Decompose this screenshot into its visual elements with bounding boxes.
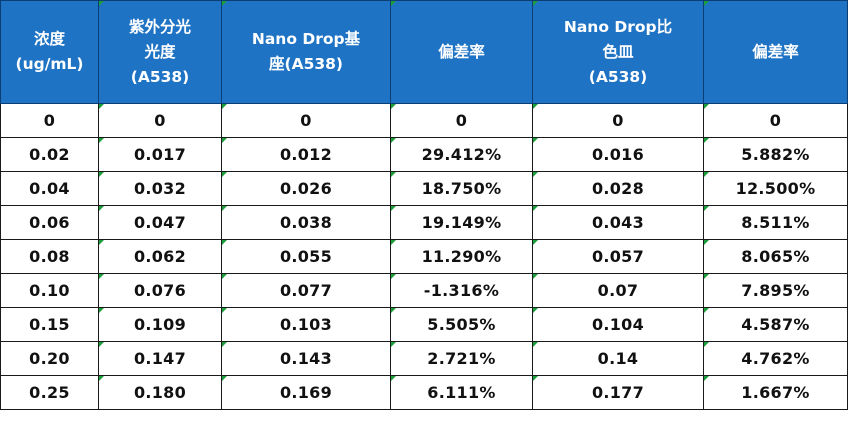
table-cell[interactable]: 4.587% [703, 307, 848, 342]
header-deviation-rate-2[interactable]: 偏差率 [703, 0, 848, 104]
table-row: 0.25 0.180 0.169 6.111% 0.177 1.667% [0, 375, 848, 410]
table-cell[interactable]: 1.667% [703, 375, 848, 410]
table-cell[interactable]: 0.043 [532, 205, 704, 240]
table-cell[interactable]: 0.032 [98, 171, 222, 206]
table-row: 0.20 0.147 0.143 2.721% 0.14 4.762% [0, 341, 848, 376]
table-cell[interactable]: 0.017 [98, 137, 222, 172]
table-cell[interactable]: 6.111% [390, 375, 533, 410]
table-cell[interactable]: 4.762% [703, 341, 848, 376]
header-text: 座(A538) [268, 55, 344, 73]
table-cell[interactable]: 0.169 [221, 375, 391, 410]
table-cell[interactable]: 8.511% [703, 205, 848, 240]
header-text: (A538) [588, 67, 648, 86]
table-cell[interactable]: 0.180 [98, 375, 222, 410]
table-row: 0 0 0 0 0 0 [0, 103, 848, 138]
table-cell[interactable]: 0 [98, 103, 222, 138]
table-cell[interactable]: 0.177 [532, 375, 704, 410]
table-cell[interactable]: 0.104 [532, 307, 704, 342]
table-cell[interactable]: 5.505% [390, 307, 533, 342]
table-cell[interactable]: 0.103 [221, 307, 391, 342]
table-cell[interactable]: 0.25 [0, 375, 99, 410]
table-cell[interactable]: -1.316% [390, 273, 533, 308]
header-text: 浓度 [33, 30, 65, 48]
table-cell[interactable]: 0.057 [532, 239, 704, 274]
table-cell[interactable]: 0 [390, 103, 533, 138]
header-text: (ug/mL) [15, 55, 84, 73]
table-cell[interactable]: 5.882% [703, 137, 848, 172]
header-text: 偏差率 [752, 42, 799, 61]
header-concentration[interactable]: 浓度 (ug/mL) [0, 0, 99, 104]
table-cell[interactable]: 0.028 [532, 171, 704, 206]
table-cell[interactable]: 11.290% [390, 239, 533, 274]
table-cell[interactable]: 0 [703, 103, 848, 138]
table-cell[interactable]: 0.062 [98, 239, 222, 274]
table-cell[interactable]: 18.750% [390, 171, 533, 206]
table-cell[interactable]: 0.08 [0, 239, 99, 274]
table-cell[interactable]: 0 [532, 103, 704, 138]
header-text: Nano Drop基 [251, 30, 361, 48]
data-table: 浓度 (ug/mL) 紫外分光 光度 (A538) Nano Drop基 座(A… [0, 0, 848, 410]
header-text: 偏差率 [438, 42, 485, 61]
table-cell[interactable]: 29.412% [390, 137, 533, 172]
table-cell[interactable]: 0.07 [532, 273, 704, 308]
table-cell[interactable]: 0.109 [98, 307, 222, 342]
table-cell[interactable]: 0.026 [221, 171, 391, 206]
table-cell[interactable]: 0 [0, 103, 99, 138]
table-cell[interactable]: 0.077 [221, 273, 391, 308]
header-nanodrop-cuvette[interactable]: Nano Drop比 色皿 (A538) [532, 0, 704, 104]
table-cell[interactable]: 19.149% [390, 205, 533, 240]
table-cell[interactable]: 0 [221, 103, 391, 138]
header-uv-spectrophotometer[interactable]: 紫外分光 光度 (A538) [98, 0, 222, 104]
table-row: 0.02 0.017 0.012 29.412% 0.016 5.882% [0, 137, 848, 172]
table-cell[interactable]: 12.500% [703, 171, 848, 206]
table-cell[interactable]: 0.038 [221, 205, 391, 240]
table-cell[interactable]: 2.721% [390, 341, 533, 376]
table-cell[interactable]: 0.06 [0, 205, 99, 240]
header-text: (A538) [130, 67, 190, 86]
header-deviation-rate-1[interactable]: 偏差率 [390, 0, 533, 104]
table-cell[interactable]: 0.076 [98, 273, 222, 308]
table-cell[interactable]: 0.055 [221, 239, 391, 274]
table-row: 0.08 0.062 0.055 11.290% 0.057 8.065% [0, 239, 848, 274]
table-row: 0.04 0.032 0.026 18.750% 0.028 12.500% [0, 171, 848, 206]
header-text: 色皿 [602, 42, 634, 61]
table-cell[interactable]: 0.02 [0, 137, 99, 172]
header-row: 浓度 (ug/mL) 紫外分光 光度 (A538) Nano Drop基 座(A… [0, 0, 848, 104]
header-text: Nano Drop比 [563, 17, 673, 36]
table-cell[interactable]: 0.047 [98, 205, 222, 240]
table-cell[interactable]: 0.143 [221, 341, 391, 376]
table-cell[interactable]: 0.147 [98, 341, 222, 376]
table-cell[interactable]: 0.14 [532, 341, 704, 376]
table-cell[interactable]: 7.895% [703, 273, 848, 308]
header-text: 光度 [144, 42, 176, 61]
table-cell[interactable]: 0.016 [532, 137, 704, 172]
table-cell[interactable]: 0.20 [0, 341, 99, 376]
table-row: 0.06 0.047 0.038 19.149% 0.043 8.511% [0, 205, 848, 240]
table-row: 0.10 0.076 0.077 -1.316% 0.07 7.895% [0, 273, 848, 308]
table-cell[interactable]: 0.15 [0, 307, 99, 342]
table-cell[interactable]: 0.10 [0, 273, 99, 308]
table-row: 0.15 0.109 0.103 5.505% 0.104 4.587% [0, 307, 848, 342]
table-cell[interactable]: 8.065% [703, 239, 848, 274]
header-nanodrop-pedestal[interactable]: Nano Drop基 座(A538) [221, 0, 391, 104]
header-text: 紫外分光 [128, 17, 191, 36]
table-cell[interactable]: 0.012 [221, 137, 391, 172]
table-cell[interactable]: 0.04 [0, 171, 99, 206]
